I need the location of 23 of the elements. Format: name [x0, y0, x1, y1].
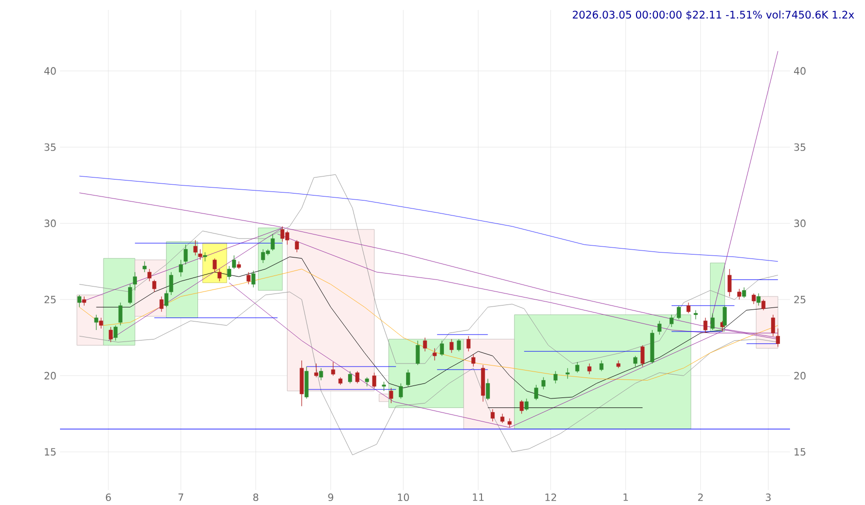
- y-tick-label: 25: [44, 296, 56, 304]
- x-tick-label: 6: [106, 494, 111, 502]
- y-tick-label: 15: [44, 448, 56, 456]
- y2-tick-label: 20: [794, 372, 806, 380]
- x-tick-label: 10: [398, 494, 409, 502]
- y2-tick-label: 25: [794, 296, 806, 304]
- x-tick-label: 2: [698, 494, 703, 501]
- chart-title: 2026.03.05 00:00:00 $22.11 -1.51% vol:7450.6K 1.2x: [572, 10, 854, 20]
- x-tick-label: 7: [178, 494, 184, 501]
- y-tick-label: 20: [44, 372, 56, 380]
- y-tick-label: 35: [44, 143, 56, 151]
- y2-tick-label: 15: [794, 448, 806, 456]
- y-tick-label: 30: [44, 220, 56, 228]
- y2-tick-label: 30: [794, 220, 806, 228]
- x-tick-label: 12: [545, 494, 556, 501]
- y-tick-label: 40: [44, 67, 56, 75]
- x-tick-label: 8: [253, 494, 258, 502]
- x-tick-label: 3: [766, 494, 771, 502]
- y2-tick-label: 40: [794, 67, 806, 75]
- x-tick-label: 9: [328, 494, 334, 502]
- y2-tick-label: 35: [794, 143, 806, 151]
- x-tick-label: 11: [472, 494, 484, 501]
- x-tick-label: 1: [624, 494, 628, 501]
